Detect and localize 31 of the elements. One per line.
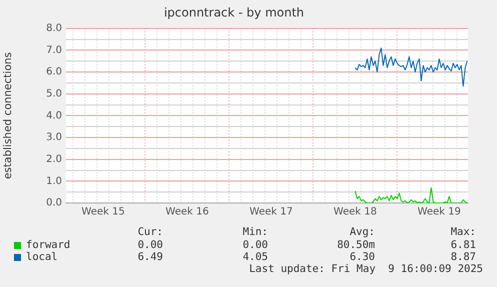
y-tick-label: 5.0 — [46, 88, 62, 100]
text: 80.50m — [337, 239, 375, 251]
y-tick-label: 2.0 — [46, 154, 62, 165]
y-tick-label: 8.0 — [46, 22, 62, 34]
legend-label: local — [26, 251, 58, 263]
y-tick-label: 7.0 — [46, 44, 62, 56]
text: 8.87 — [450, 251, 476, 263]
y-tick-label: 4.0 — [46, 110, 62, 122]
text: 6.49 — [138, 251, 163, 263]
text: Avg: — [350, 226, 375, 238]
text: 6.81 — [450, 239, 476, 251]
text: Max: — [450, 226, 476, 238]
y-tick-label: 6.0 — [46, 66, 62, 78]
x-tick-label: Week 19 — [418, 206, 461, 218]
x-tick-label: Week 18 — [334, 206, 377, 218]
x-tick-label: Week 16 — [166, 206, 209, 218]
text: 0.00 — [138, 239, 163, 251]
text: Cur: — [138, 226, 163, 238]
chart-title: ipconntrack - by month — [164, 5, 304, 20]
text: 6.30 — [350, 251, 375, 263]
legend-label: forward — [26, 239, 70, 251]
text: Last update: Fri May 9 16:00:09 2025 — [249, 263, 483, 275]
x-tick-label: Week 17 — [250, 206, 293, 218]
y-tick-label: 0.0 — [46, 198, 62, 209]
x-tick-label: Week 15 — [82, 206, 125, 218]
y-tick-label: 3.0 — [46, 132, 62, 144]
text: 0.00 — [242, 239, 268, 251]
y-axis-title: established connections — [2, 52, 14, 180]
text: Min: — [242, 226, 268, 238]
y-tick-label: 1.0 — [46, 176, 62, 187]
text: 4.05 — [242, 251, 268, 263]
